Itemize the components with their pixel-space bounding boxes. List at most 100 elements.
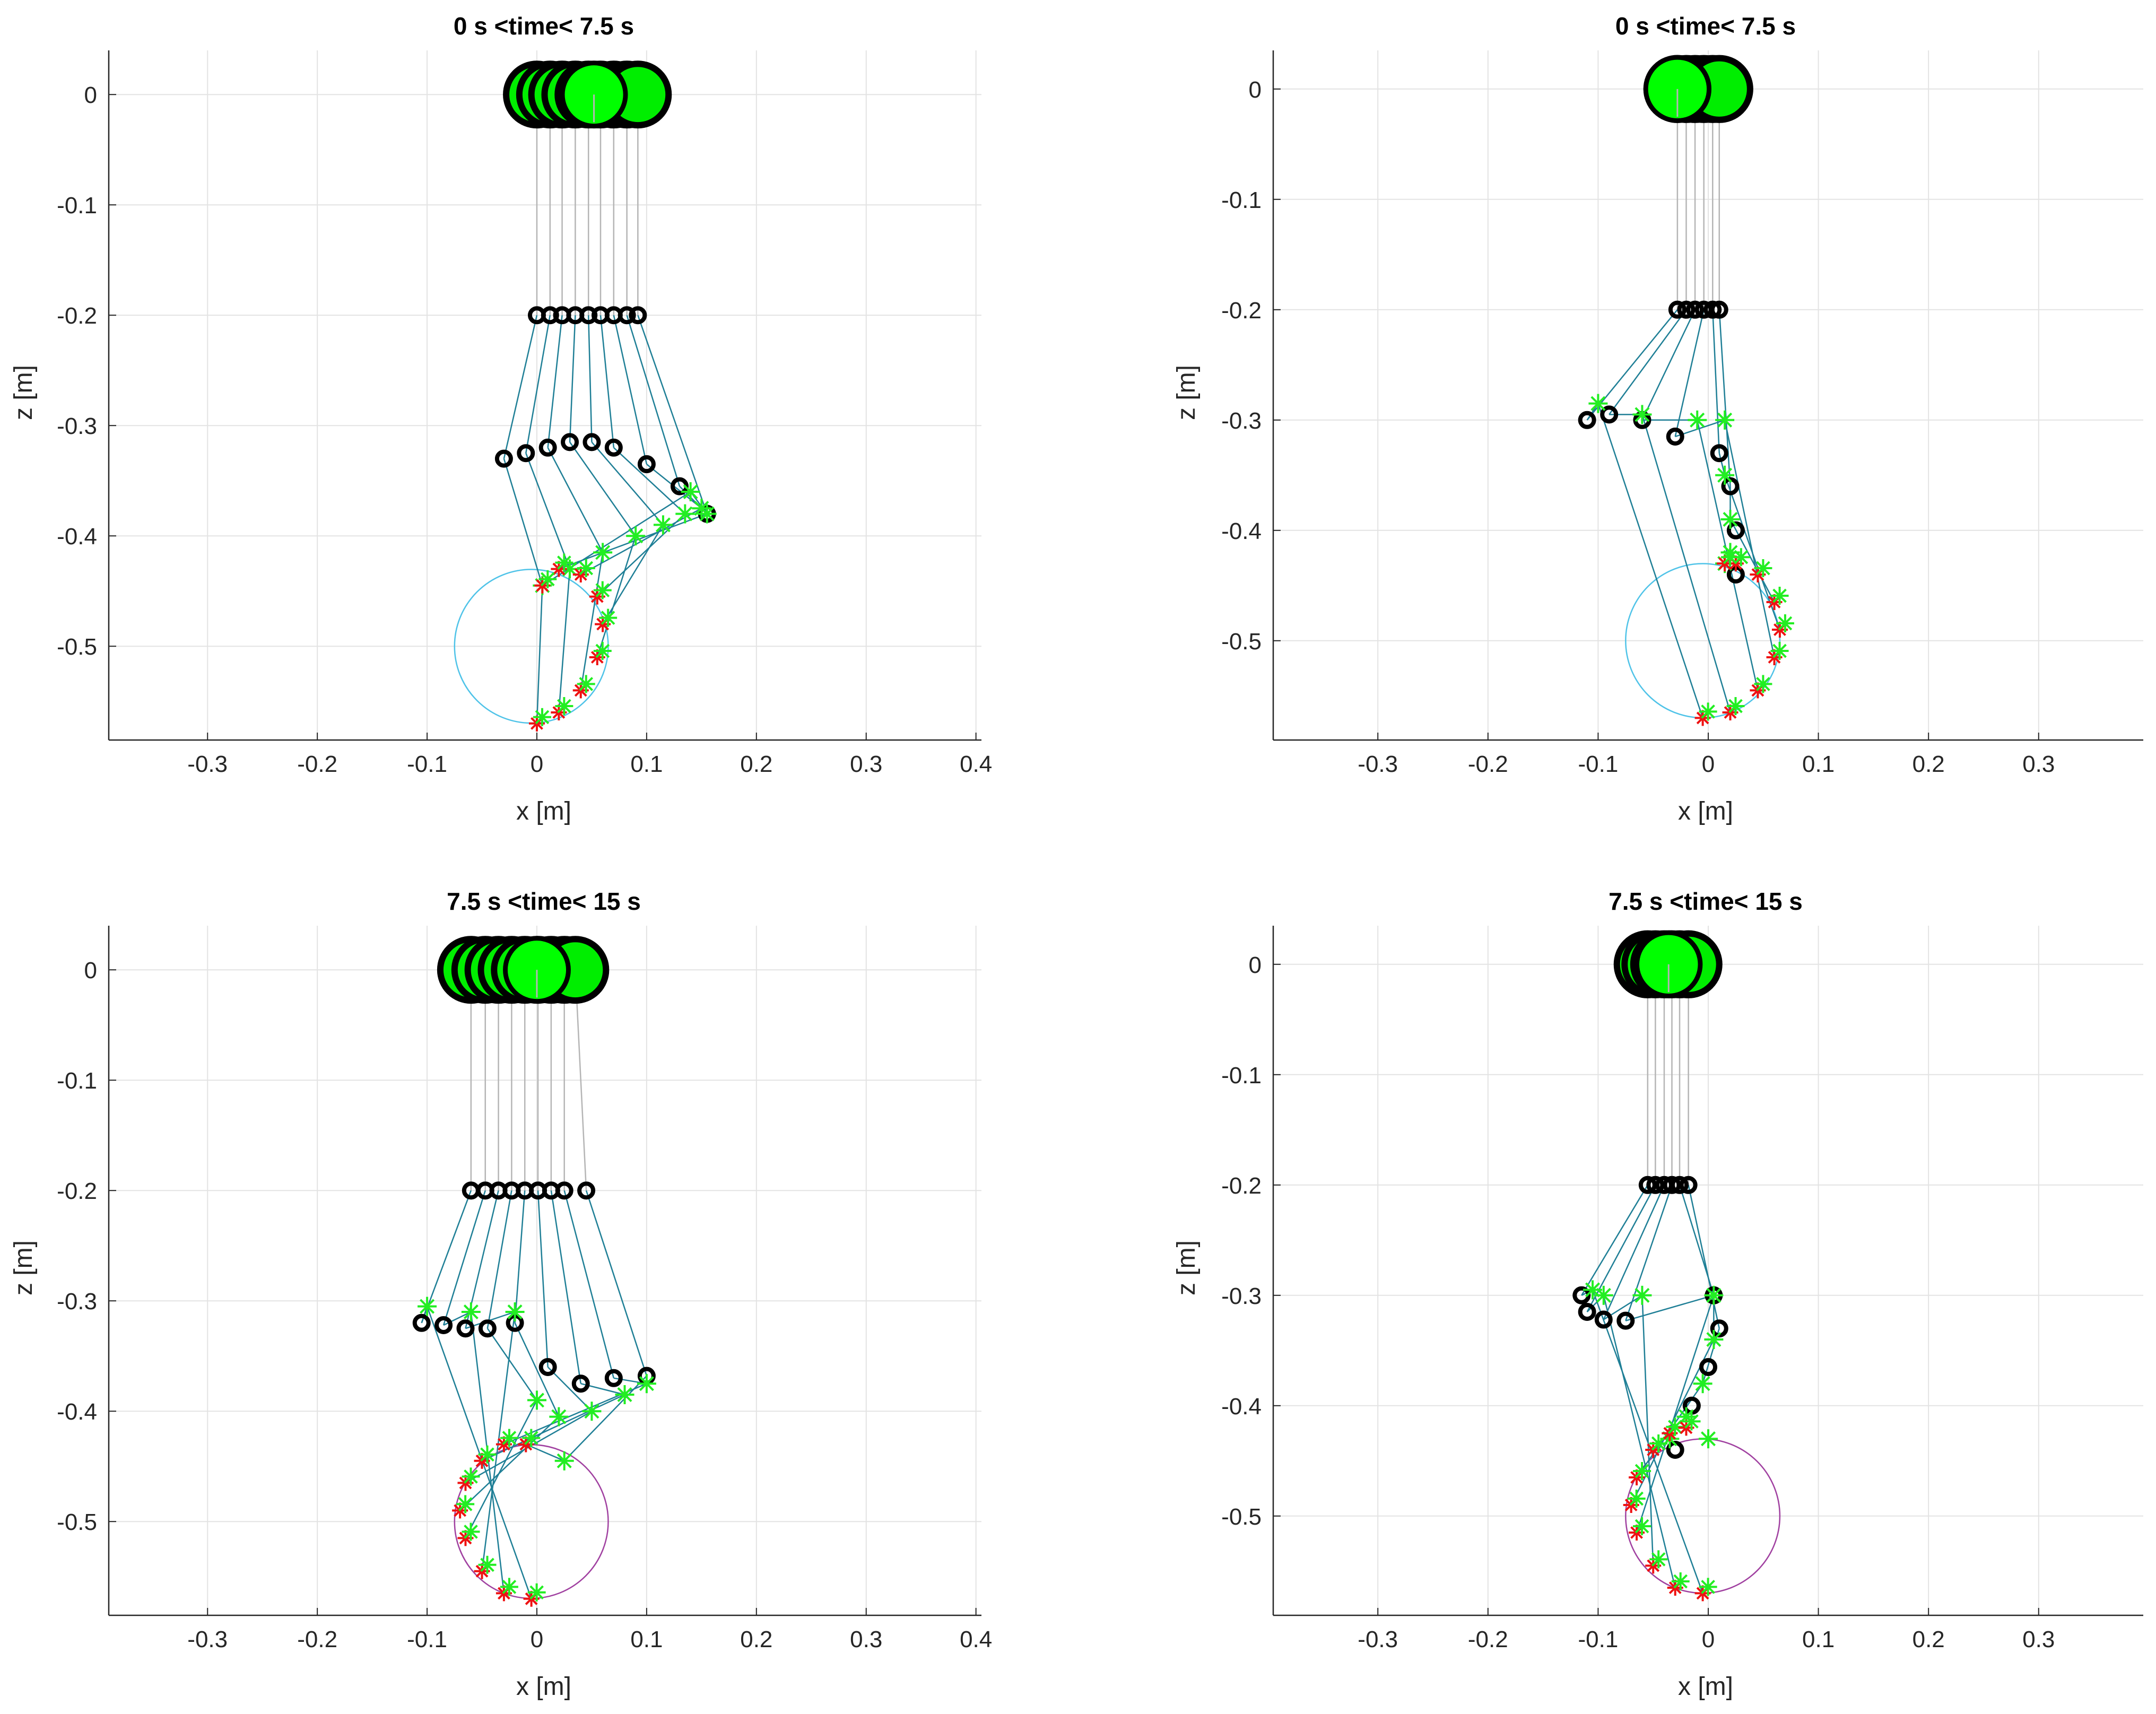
heel-marker-green [1627,1490,1646,1508]
foot-line [525,453,571,570]
y-tick-label: -0.2 [1221,298,1262,324]
y-tick-label: 0 [1249,77,1262,103]
knee-marker [1638,1176,1657,1194]
ankle-marker [583,433,601,451]
shank-line [1641,309,1696,421]
heel-marker-green-stroke [1651,1436,1666,1451]
toe-marker-stroke [1717,467,1733,483]
toe-marker-stroke [595,545,611,560]
foot-line [1641,1295,1654,1566]
x-tick-label: 0.2 [1912,751,1945,777]
shank-line [637,315,708,515]
toe-marker [1632,1285,1652,1305]
toe-marker-stroke [507,1304,523,1320]
toe-marker-stroke [1723,511,1738,527]
knee-marker [1663,1176,1681,1194]
thigh-line [575,970,587,1191]
heel-marker-green-stroke [1756,677,1770,691]
ankle-marker [604,438,623,457]
heel-marker-green-stroke [480,1558,494,1572]
shank-line [587,315,593,442]
y-axis-label: z [m] [1172,1240,1201,1295]
knee-marker [629,306,647,325]
toe-marker-stroke [639,1376,654,1391]
heel-marker-green-stroke [579,677,594,691]
x-tick-label: 0 [531,751,543,777]
toe-marker [1720,510,1740,529]
ankle-marker [1699,1358,1717,1376]
heel-marker-green-stroke [1778,616,1793,631]
toe-marker [615,1385,634,1404]
shank-line [503,315,538,459]
toe-marker-stroke [1635,407,1650,422]
heel-marker-green-stroke [579,561,594,576]
heel-marker-green-stroke [458,1497,473,1511]
foot-line [580,552,604,691]
heel-marker-green-stroke [1668,1420,1682,1434]
foot-line [1641,414,1731,713]
shank-line [626,315,681,486]
plot-area [109,926,981,1615]
heel-marker-green-stroke [464,1525,478,1539]
heel-marker-green [1699,702,1717,721]
heel-marker-green [1649,1550,1668,1569]
x-tick-label: 0.3 [850,1626,882,1652]
x-tick-label: 0.2 [740,751,772,777]
foot-line [465,1399,538,1538]
toe-marker [1704,1330,1724,1349]
ankle-marker [517,444,535,463]
subplot-top-right: 0 s <time< 7.5 s x [m] z [m] -0.3 -0.2 -0.… [1172,12,2143,825]
ankle-marker [1616,1311,1635,1330]
y-tick-label: -0.4 [57,524,97,550]
subplot-title: 0 s <time< 7.5 s [1615,12,1796,40]
x-tick-label: -0.1 [1578,751,1618,777]
y-tick-label: -0.5 [1221,629,1262,655]
heel-marker-green [538,570,557,588]
shank-line [1581,1185,1648,1296]
toe-marker [1699,1429,1718,1449]
y-axis-label: z [m] [10,365,38,420]
shank-line [1609,309,1687,415]
toe-marker [1588,394,1608,413]
foot-line [503,458,543,586]
foot-line [1724,420,1775,658]
x-tick-label: 0.1 [1802,751,1835,777]
toe-marker [554,1451,574,1471]
knee-marker [1668,300,1686,319]
heel-marker-green-stroke [1673,1574,1688,1589]
ankle-marker [538,1358,557,1376]
heel-marker-green-stroke [1635,1519,1649,1534]
toe-marker [527,1390,546,1410]
heel-marker-green [500,1578,518,1596]
x-tick-label: 0.3 [2022,1626,2055,1652]
subplot-top-left: 0 s <time< 7.5 s x [m] z [m] -0.3 -0.2 -0.… [10,12,992,825]
x-tick-label: -0.1 [407,751,447,777]
x-axis-label: x [m] [516,1673,571,1701]
toe-marker [675,504,695,524]
toe-marker [549,1407,569,1426]
toe-marker [697,504,717,524]
y-tick-label: -0.2 [1221,1173,1262,1199]
y-tick-label: -0.4 [1221,518,1262,544]
y-tick-label: -0.1 [1221,187,1262,213]
heel-marker-green [1671,1572,1690,1590]
toe-marker [637,1374,656,1394]
shank-line [613,315,648,465]
shank-line [585,1190,648,1377]
ankle-marker [1594,1310,1613,1329]
heel-marker-green-stroke [1684,1414,1699,1429]
x-tick-label: 0.1 [630,751,663,777]
ankle-marker [571,1374,590,1393]
heel-marker-green [1726,697,1745,715]
heel-marker-green [500,1429,518,1447]
ankle-marker [412,1313,431,1332]
x-tick-label: 0 [531,1626,543,1652]
subplot-bottom-left: 7.5 s <time< 15 s x [m] z [m] -0.3 -0.2 -0… [10,888,992,1701]
heel-marker-green-stroke [1635,1464,1649,1478]
heel-marker-green [1649,1434,1668,1452]
heel-marker-green-stroke [480,1447,494,1462]
shank-line [1718,309,1731,486]
ankle-marker [478,1319,497,1338]
toe-marker [1704,1285,1724,1305]
heel-marker-green [555,697,573,715]
